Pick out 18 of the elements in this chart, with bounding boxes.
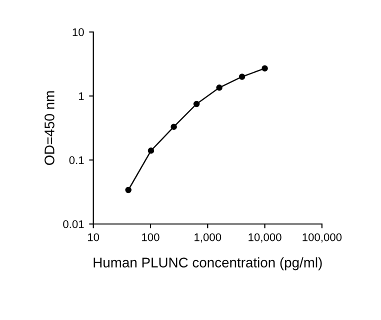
- y-tick-label: 0.01: [63, 220, 84, 228]
- x-tick-label: 100,000: [302, 233, 342, 242]
- point: [148, 148, 154, 154]
- point: [193, 100, 200, 108]
- y-tick-label: 1: [78, 92, 84, 100]
- x-tick-label: 10: [88, 233, 100, 242]
- y-tick-label: 0.1: [69, 156, 84, 164]
- x-tick-label: 1,000: [194, 233, 222, 242]
- point: [216, 84, 222, 91]
- x-tick-label: 10,000: [248, 233, 282, 242]
- x-axis-title: Human PLUNC concentration (pg/ml): [94, 257, 322, 270]
- point: [262, 65, 268, 72]
- point: [125, 186, 132, 194]
- x-tick-label: 100: [142, 233, 160, 242]
- point: [170, 124, 177, 130]
- point: [238, 74, 246, 80]
- y-axis-title: OD=450 nm: [44, 91, 54, 165]
- y-tick-label: 10: [72, 28, 84, 36]
